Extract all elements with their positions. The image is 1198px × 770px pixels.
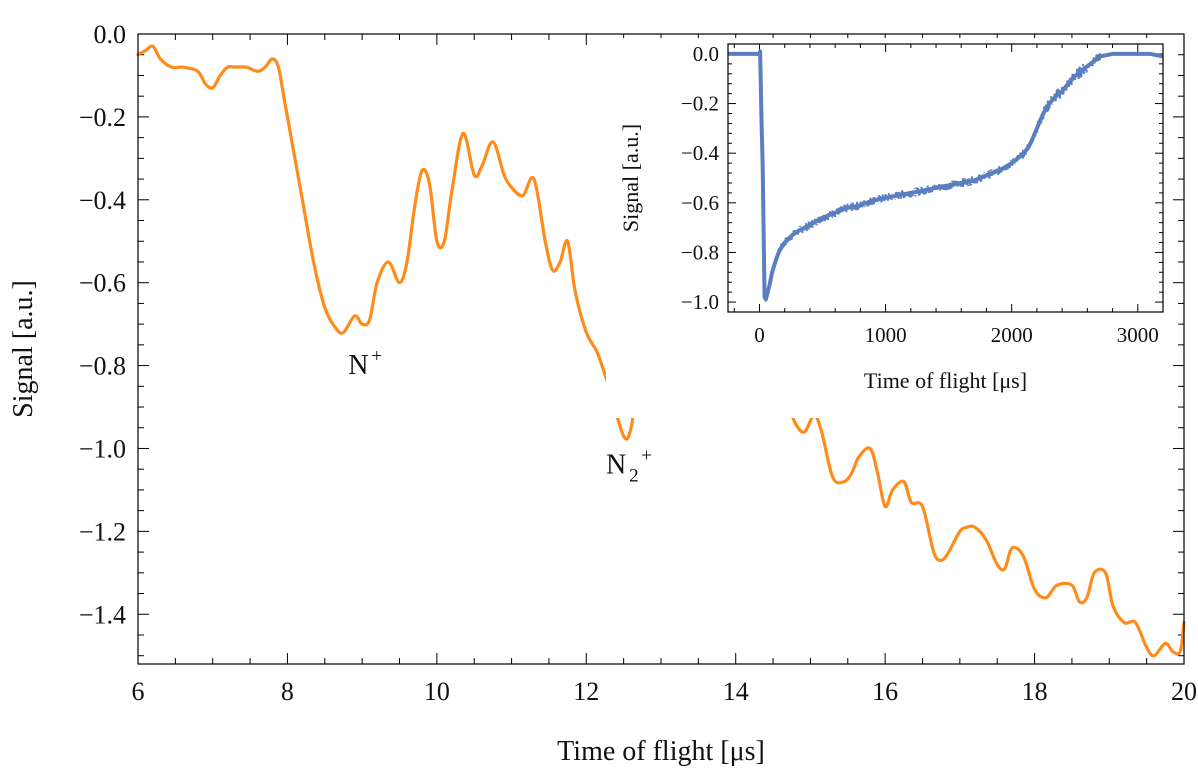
inset-series-noise (766, 53, 1101, 295)
annotation-subscript: 2 (629, 465, 639, 486)
y-tick-label: −1.2 (79, 517, 126, 546)
main-plot: 6 8 10 12 14 16 18 200.0−0.2−0.4−0.6−0.8−1.0−1.… (8, 20, 1197, 767)
y-tick-label: −1.0 (79, 434, 126, 463)
y-tick-label: −0.2 (681, 92, 719, 116)
x-tick-label: 14 (723, 677, 749, 706)
y-tick-label: −0.8 (681, 240, 719, 264)
x-tick-label: 0 (754, 323, 765, 347)
x-tick-label: 2000 (991, 323, 1033, 347)
inset-tick-labels: 0 1000 2000 3000 0.0 −0.2 −0.4 −0.6 −0.8 −1.0 (681, 42, 1159, 347)
main-plot-frame (137, 33, 1185, 665)
y-tick-label: −1.0 (681, 290, 719, 314)
y-tick-label: −1.4 (79, 600, 126, 629)
peak-annotation: N + (348, 346, 382, 381)
peak-annotation: N 2+ (606, 445, 652, 486)
annotation-label: N (606, 449, 626, 480)
annotation-superscript: + (641, 445, 652, 466)
main-tick-labels: 6 8 10 12 14 16 18 200.0−0.2−0.4−0.6−0.8−1.0−1.… (79, 20, 1197, 706)
y-tick-label: 0.0 (94, 20, 127, 49)
main-y-axis-title: Signal [a.u.] (8, 280, 39, 418)
annotation-label: N (348, 350, 368, 381)
y-tick-label: −0.4 (79, 186, 126, 215)
inset-plot-frame (727, 43, 1164, 313)
y-tick-label: −0.8 (79, 352, 126, 381)
inset-background (606, 38, 1169, 418)
main-x-axis-title: Time of flight [μs] (557, 736, 765, 767)
y-tick-label: −0.6 (79, 269, 126, 298)
y-tick-label: −0.2 (79, 103, 126, 132)
inset-x-axis-title: Time of flight [μs] (864, 368, 1027, 393)
y-tick-label: −0.4 (681, 141, 720, 165)
inset-y-axis-title: Signal [a.u.] (618, 124, 643, 232)
main-annotations: N +N 2+ (348, 346, 652, 486)
inset-plot: 0 1000 2000 3000 0.0 −0.2 −0.4 −0.6 −0.8 −1.0 Tim… (606, 38, 1169, 418)
annotation-superscript: + (371, 346, 382, 367)
x-tick-label: 18 (1022, 677, 1048, 706)
x-tick-label: 3000 (1117, 323, 1159, 347)
y-tick-label: 0.0 (693, 42, 719, 66)
y-tick-label: −0.6 (681, 191, 719, 215)
x-tick-label: 6 (132, 677, 145, 706)
x-tick-label: 1000 (865, 323, 907, 347)
x-tick-label: 12 (573, 677, 599, 706)
x-tick-label: 10 (424, 677, 450, 706)
x-tick-label: 20 (1171, 677, 1197, 706)
x-tick-label: 16 (872, 677, 898, 706)
x-tick-label: 8 (281, 677, 294, 706)
